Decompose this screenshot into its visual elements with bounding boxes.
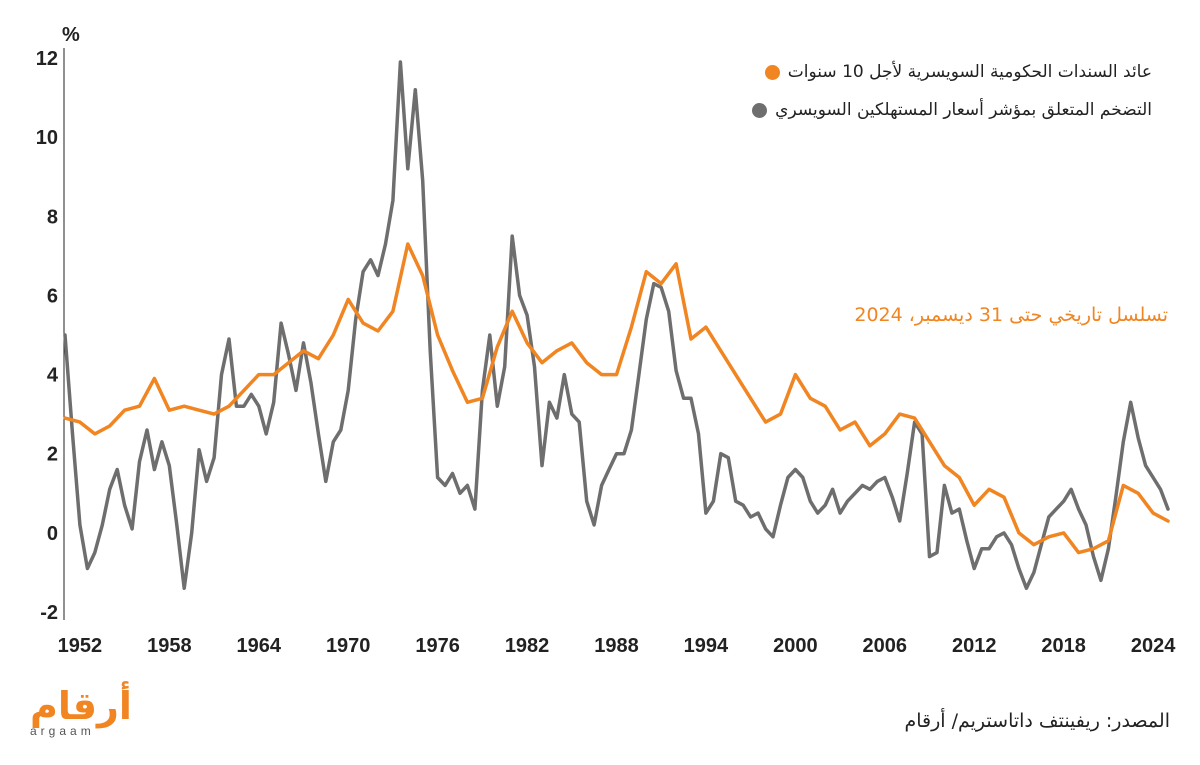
source-note: المصدر: ريفينتف داتاستريم/ أرقام [904, 710, 1170, 732]
y-unit-label: % [62, 24, 80, 46]
legend-label-bond-yield: عائد السندات الحكومية السويسرية لأجل 10 … [787, 62, 1152, 82]
y-tick-label: 6 [47, 285, 58, 307]
orange-dot-icon [764, 64, 780, 80]
series-line-bond-yield [63, 242, 1170, 555]
x-tick-label: 2000 [773, 635, 818, 657]
y-tick-label: 8 [47, 206, 58, 228]
x-tick-label: 1994 [684, 635, 729, 657]
argaam-logo: أرقام argaam [30, 686, 132, 738]
legend-item-cpi-inflation: التضخم المتعلق بمؤشر أسعار المستهلكين ال… [752, 100, 1152, 120]
x-tick-label: 2018 [1041, 635, 1086, 657]
x-tick-label: 1964 [237, 635, 282, 657]
x-tick-labels: 1952 1958 1964 1970 1976 1982 1988 1994 2000 2006… [58, 635, 1177, 657]
chart-annotation: تسلسل تاريخي حتى 31 ديسمبر، 2024 [854, 304, 1168, 326]
x-tick-label: 1970 [326, 635, 371, 657]
series-layer [63, 60, 1170, 591]
x-tick-label: 1982 [505, 635, 550, 657]
y-tick-label: 12 [36, 48, 58, 70]
x-tick-label: 1976 [415, 635, 460, 657]
x-tick-label: 1952 [58, 635, 103, 657]
y-tick-label: 2 [47, 444, 58, 466]
legend-item-bond-yield: عائد السندات الحكومية السويسرية لأجل 10 … [764, 62, 1152, 82]
legend-label-cpi-inflation: التضخم المتعلق بمؤشر أسعار المستهلكين ال… [775, 100, 1152, 120]
x-tick-label: 2024 [1131, 635, 1176, 657]
x-tick-label: 1958 [147, 635, 192, 657]
y-tick-label: 0 [47, 523, 58, 545]
gray-dot-icon [752, 102, 768, 118]
y-tick-labels: -2 0 2 4 6 8 10 12 [36, 48, 59, 624]
y-tick-label: 10 [36, 127, 58, 149]
y-tick-label: 4 [47, 365, 59, 387]
logo-latin-text: argaam [30, 724, 95, 738]
x-tick-label: 2006 [863, 635, 908, 657]
logo-arabic-text: أرقام [30, 684, 132, 728]
series-line-cpi-inflation [63, 60, 1170, 591]
x-tick-label: 1988 [594, 635, 639, 657]
x-tick-label: 2012 [952, 635, 997, 657]
y-tick-label: -2 [40, 602, 58, 624]
